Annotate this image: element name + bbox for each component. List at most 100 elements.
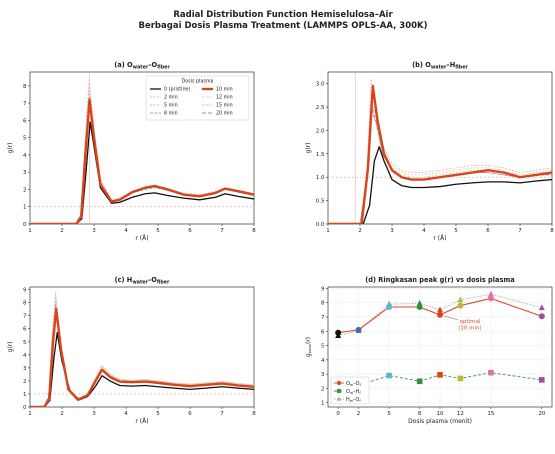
x-tick-label: 7 [220, 228, 224, 234]
subplot-title: (a) Owater–Ofiber [114, 61, 170, 71]
series-line-12-min [30, 295, 254, 407]
summary-point-ho [487, 290, 494, 297]
x-tick-label: 6 [188, 228, 192, 234]
y-tick-label: 1 [23, 205, 27, 211]
legend-label-2-min: 2 min [164, 95, 178, 101]
legend-label-5-min: 5 min [164, 103, 178, 109]
x-tick-label: 12 [457, 411, 464, 417]
y-tick-label: 8 [23, 301, 27, 307]
y-tick-label: 0 [23, 222, 27, 228]
summary-point-oo [487, 295, 494, 302]
summary-point-ho [437, 306, 443, 313]
legend-label-12-min: 12 min [216, 95, 233, 101]
x-tick-label: 3 [92, 228, 96, 234]
y-tick-label: 2 [23, 187, 27, 193]
x-tick-label: 8 [550, 228, 554, 234]
series-group [30, 78, 254, 224]
y-tick-label: 2 [23, 379, 27, 385]
y-tick-label: 9 [321, 286, 325, 292]
x-tick-label: 6 [486, 228, 490, 234]
y-tick-label: 9 [23, 288, 27, 294]
y-tick-label: 2.5 [316, 105, 325, 111]
summary-point-oh [437, 372, 443, 378]
legend-label-15-min: 15 min [216, 103, 233, 109]
x-tick-label: 20 [538, 411, 545, 417]
annotation-arrow [443, 315, 459, 321]
plot-frame [29, 71, 255, 225]
x-tick-label: 1 [28, 228, 32, 234]
y-tick-label: 3.0 [316, 82, 325, 88]
x-tick-label: 2 [60, 228, 64, 234]
summary-point-oh [488, 369, 494, 376]
summary-point-ho [416, 300, 423, 306]
summary-legend: Ow–Of Ow–Hf Hw–Of [330, 376, 370, 405]
x-tick-label: 7 [518, 228, 522, 234]
y-tick-label: 4 [321, 358, 325, 364]
x-axis-label: r (Å) [135, 235, 148, 242]
legend-label-0-pristine: 0 (pristine) [164, 87, 191, 93]
series-group [30, 291, 254, 407]
series-line-2-min [328, 106, 552, 224]
x-tick-label: 2 [60, 411, 64, 417]
plot-frame [29, 286, 255, 408]
y-tick-label: 7 [321, 315, 325, 321]
series-line-10-min [328, 84, 552, 224]
figure-title-line1: Radial Distribution Function Hemiselulos… [173, 10, 393, 20]
subplot-title: (d) Ringkasan peak g(r) vs dosis plasma [365, 276, 514, 284]
y-tick-label: 2.0 [316, 128, 325, 134]
y-tick-label: 7 [23, 314, 27, 320]
summary-point-oo [457, 302, 464, 309]
y-tick-label: 3 [23, 366, 27, 372]
legend-title: Dosis plasma [182, 79, 214, 85]
x-tick-label: 8 [252, 411, 256, 417]
x-tick-label: 7 [220, 411, 224, 417]
legend-label: Hw–Of [346, 397, 361, 403]
annotation-text: (10 min) [458, 325, 481, 331]
legend-marker [337, 389, 341, 393]
summary-point-oo [386, 304, 393, 310]
x-tick-label: 3 [92, 411, 96, 417]
y-tick-label: 5 [321, 344, 325, 350]
y-tick-label: 3 [23, 170, 27, 176]
y-tick-label: 5 [23, 340, 27, 346]
x-tick-label: 5 [454, 228, 458, 234]
legend-box [145, 75, 250, 121]
y-tick-label: 1.0 [316, 175, 325, 181]
legend-marker [336, 396, 342, 401]
legend: Dosis plasma 0 (pristine) 10 min 2 min 12 mi… [145, 75, 250, 121]
summary-point-oo [335, 329, 342, 336]
legend-label: Ow–Of [346, 381, 361, 387]
x-tick-label: 4 [124, 411, 128, 417]
x-tick-label: 2 [357, 411, 361, 417]
y-tick-label: 1 [23, 392, 27, 398]
summary-point-oh [539, 377, 545, 383]
x-tick-label: 5 [387, 411, 391, 417]
series-line-0-pristine [30, 121, 254, 224]
series-line-0-pristine [30, 332, 254, 407]
x-tick-label: 1 [28, 411, 32, 417]
series-line-8-min [328, 109, 552, 224]
x-tick-label: 5 [156, 411, 160, 417]
series-line-5-min [30, 298, 254, 407]
series-line-8-min [30, 303, 254, 407]
y-tick-label: 6 [23, 327, 27, 333]
x-axis-label: r (Å) [433, 235, 446, 242]
x-tick-label: 5 [156, 228, 160, 234]
x-axis-label: Dosis plasma (menit) [408, 418, 472, 425]
summary-line-o-w-o-f [338, 297, 543, 334]
x-tick-label: 4 [124, 228, 128, 234]
summary-point-oh [457, 375, 464, 382]
legend-marker [336, 380, 342, 386]
summary-point-oo [538, 313, 545, 320]
y-tick-label: 1 [321, 401, 325, 407]
y-tick-label: 4 [23, 353, 27, 359]
subplot-title: (c) Hwater–Ofiber [115, 276, 170, 286]
y-axis-label: g(r) [7, 342, 14, 353]
y-axis-label: g(r) [7, 143, 14, 154]
x-axis-label: r (Å) [135, 418, 148, 425]
y-tick-label: 0.0 [316, 222, 325, 228]
y-tick-label: 8 [321, 301, 325, 307]
